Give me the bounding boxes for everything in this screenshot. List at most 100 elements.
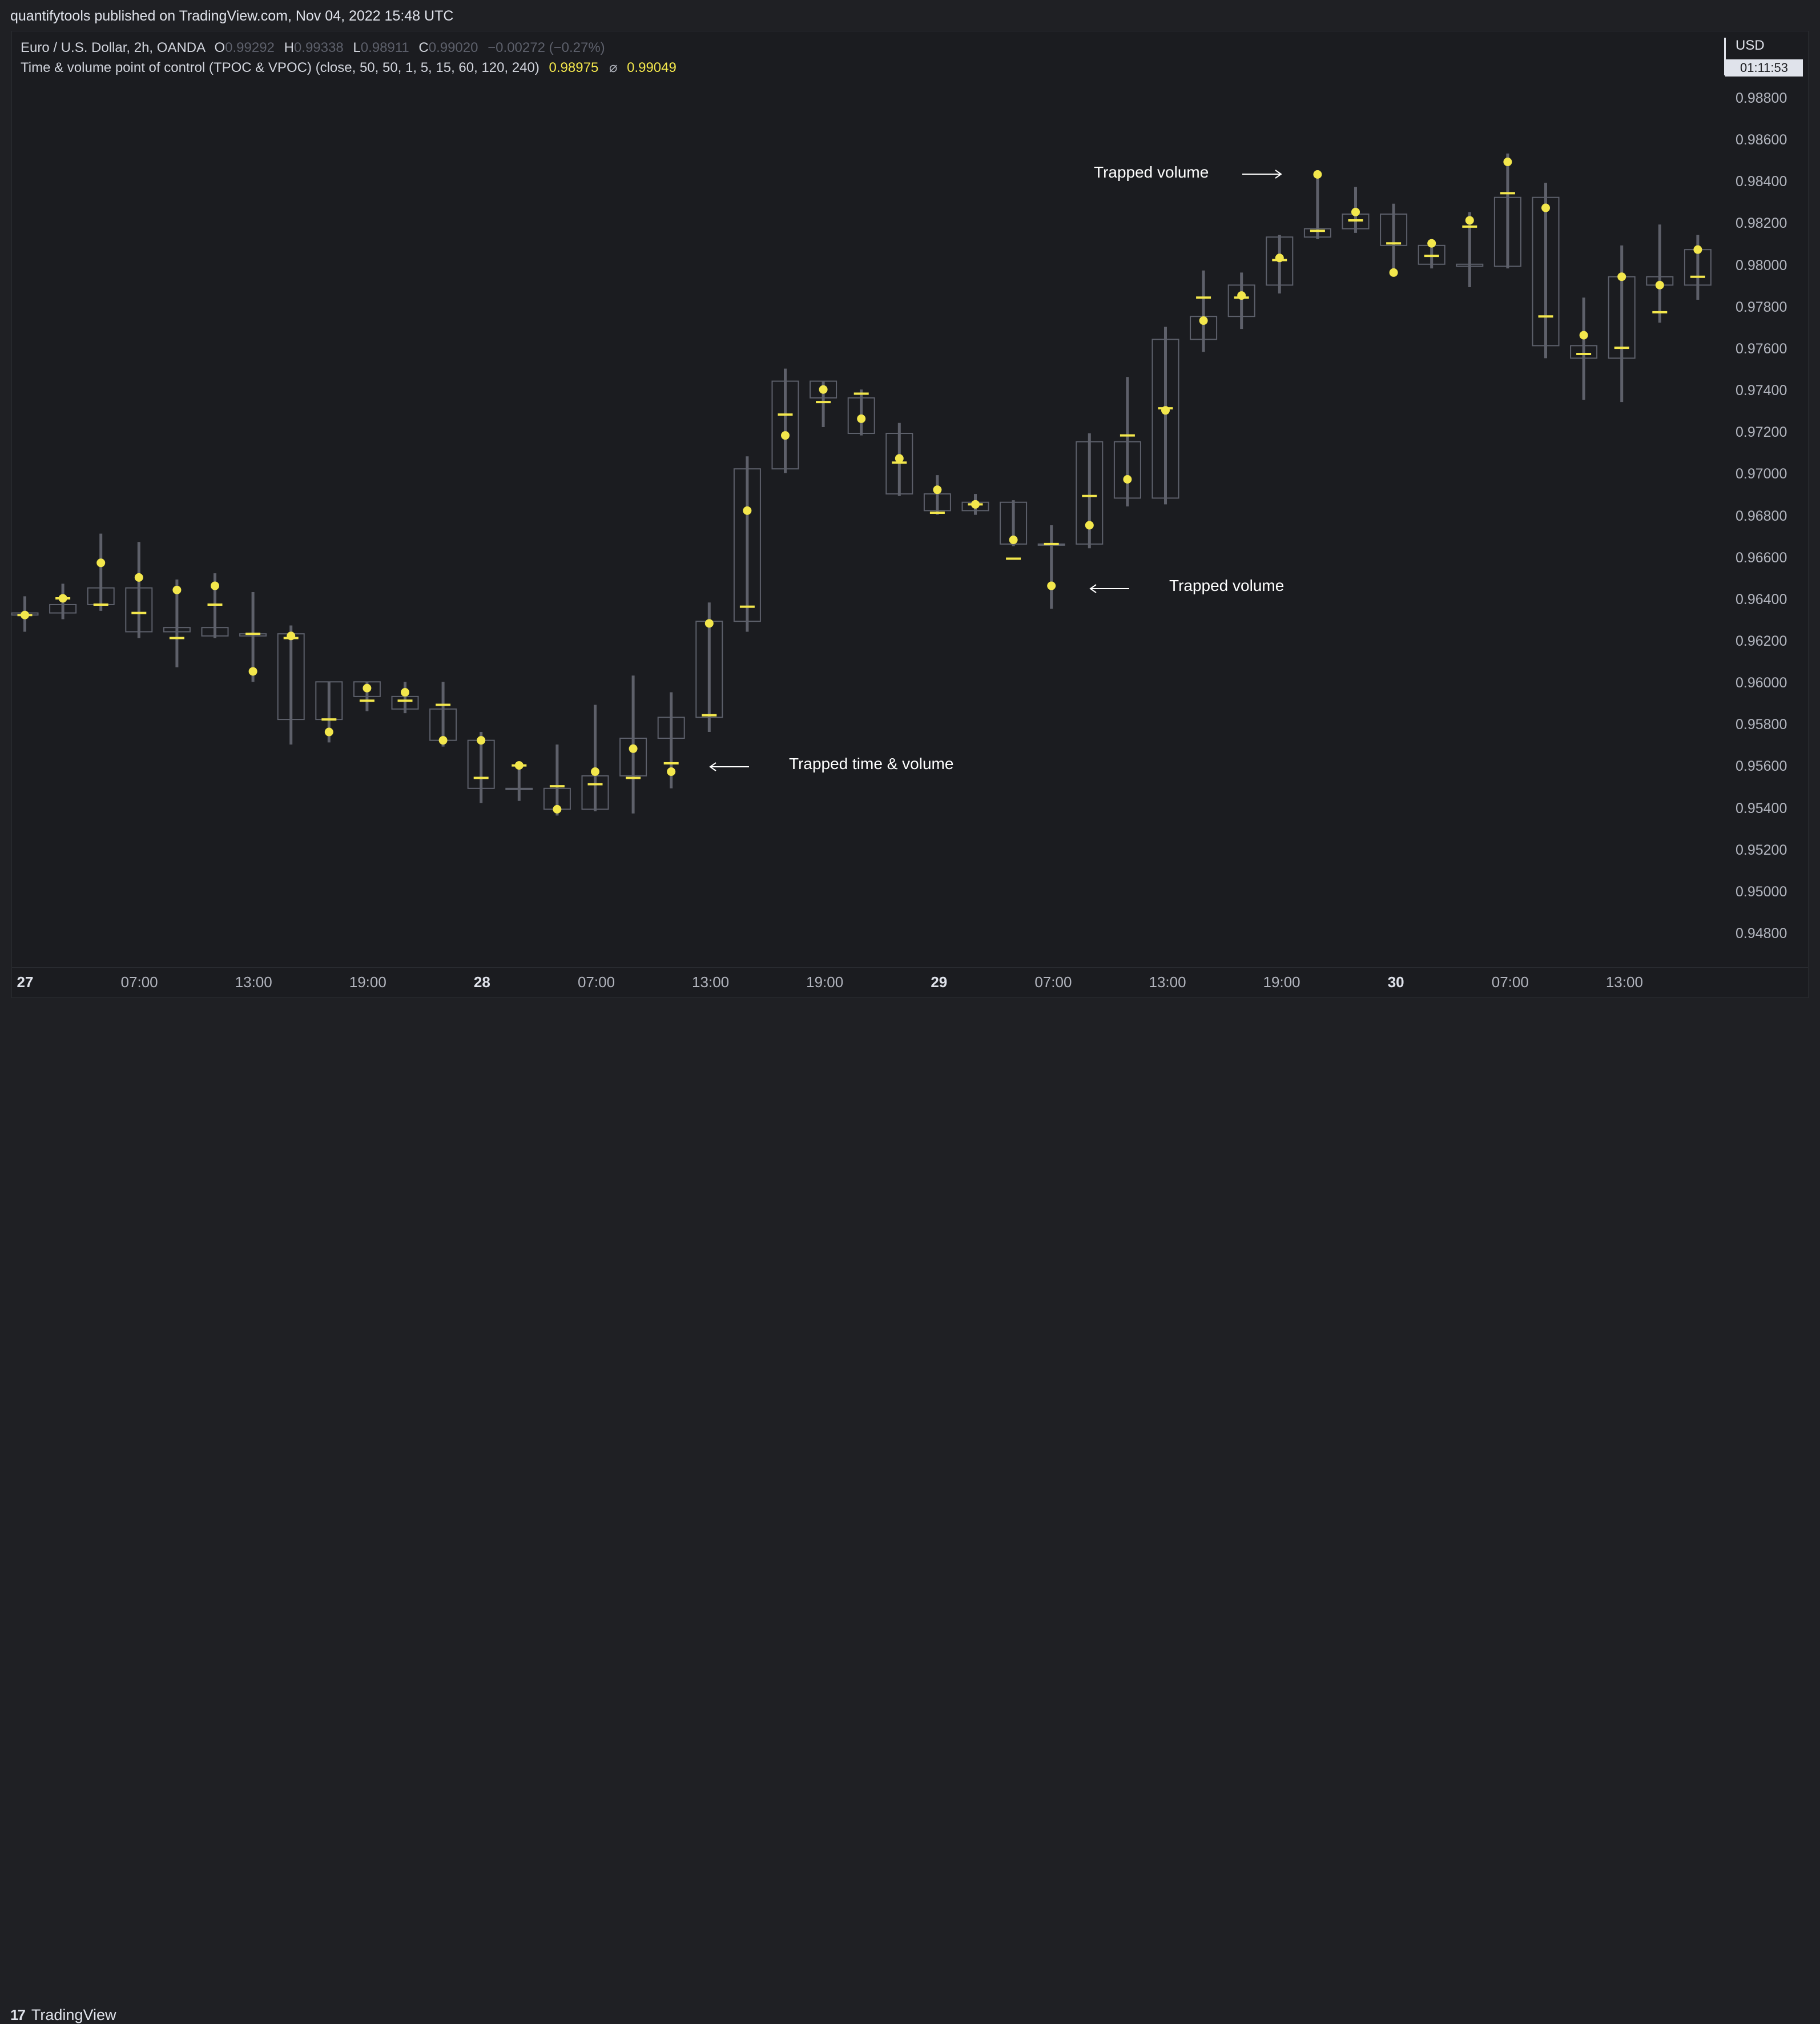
vpoc-marker [1047,581,1056,590]
tradingview-brand[interactable]: 17 TradingView [10,2006,116,2024]
close-value: 0.99020 [428,40,478,55]
price-tick-label: 0.97000 [1736,466,1787,482]
candle-body [505,787,533,790]
high-label: H [284,40,294,55]
candle-body [771,380,799,470]
price-tick-label: 0.95400 [1736,800,1787,816]
tradingview-logo-icon: 17 [10,2006,26,2023]
change-value: −0.00272 (−0.27%) [488,40,605,55]
time-tick-label: 19:00 [1263,973,1300,991]
candle-body [1493,196,1521,267]
price-tick-label: 0.98400 [1736,174,1787,190]
candlestick-chart [11,153,1712,816]
price-tick-label: 0.96600 [1736,549,1787,566]
candle-body [1113,441,1141,499]
diameter-icon: ⌀ [609,60,618,75]
price-tick-label: 0.95000 [1736,883,1787,900]
vpoc-marker [1541,203,1550,212]
vpoc-marker [1237,291,1246,300]
vpoc-marker [514,761,524,770]
open-value: 0.99292 [225,40,275,55]
time-axis[interactable] [11,967,1809,999]
price-tick-label: 0.95600 [1736,758,1787,775]
candle-body [1076,441,1104,545]
vpoc-marker [287,631,296,641]
arrow-right-icon [1242,170,1282,179]
high-value: 0.99338 [293,40,344,55]
candle-body [657,717,685,739]
time-tick-label: 13:00 [692,973,730,991]
price-tick-label: 0.96400 [1736,591,1787,607]
footer-bar: 17 TradingView [0,998,1820,2023]
candle-body [619,738,647,776]
candle-body [1456,263,1484,267]
time-tick-label: 28 [473,973,490,991]
candle-body [847,397,875,434]
price-scale-marker [1724,38,1726,75]
candle-body [1151,339,1179,499]
vpoc-marker [1389,268,1398,277]
vpoc-marker [971,500,980,509]
vpoc-marker [401,688,409,697]
candle-body [1570,345,1598,359]
candle-body [353,681,381,697]
time-tick-label: 13:00 [1605,973,1643,991]
time-tick-label: 13:00 [1149,973,1186,991]
annotation-trapped-time-volume: Trapped time & volume [789,755,954,772]
candle-body [810,380,837,399]
price-tick-label: 0.95200 [1736,842,1787,858]
price-tick-label: 0.96800 [1736,508,1787,524]
price-tick-label: 0.96200 [1736,633,1787,649]
arrow-left-icon [1089,584,1129,593]
vpoc-marker [933,485,942,494]
time-tick-label: 19:00 [349,973,386,991]
price-tick-label: 0.98000 [1736,257,1787,273]
vpoc-marker [895,454,904,463]
price-tick-label: 0.98200 [1736,215,1787,232]
time-tick-label: 07:00 [1491,973,1529,991]
time-tick-label: 29 [931,973,948,991]
time-tick-label: 27 [17,973,34,991]
candle-body [201,627,229,637]
vpoc-marker [1313,170,1322,179]
publisher-bar: quantifytools published on TradingView.c… [0,0,1820,31]
vpoc-marker [324,727,333,737]
candle-body [1303,228,1331,238]
vpoc-marker [781,431,790,440]
vpoc-marker [1655,280,1664,289]
vpoc-marker [438,736,448,745]
time-tick-label: 30 [1387,973,1404,991]
vpoc-marker [667,767,676,776]
price-tick-label: 0.95800 [1736,717,1787,733]
vpoc-marker [58,594,67,603]
price-tick-label: 0.97800 [1736,299,1787,315]
time-tick-label: 13:00 [235,973,272,991]
price-tick-label: 0.94800 [1736,926,1787,941]
symbol-legend[interactable]: Euro / U.S. Dollar, 2h, OANDA O0.99292 H… [21,40,605,56]
vpoc-marker [591,767,599,776]
indicator-value-2: 0.99049 [627,60,677,75]
vpoc-marker [1693,245,1702,254]
candle-body [1532,196,1560,347]
vpoc-marker [1579,331,1588,340]
candle-body [885,433,913,495]
vpoc-marker [21,610,29,619]
currency-label[interactable]: USD [1736,38,1765,53]
candle-body [163,627,191,633]
vpoc-marker [1351,207,1360,216]
vpoc-marker [1275,253,1284,263]
candle-body [1380,213,1408,246]
vpoc-marker [96,558,106,568]
vpoc-marker [1123,474,1132,484]
brand-name: TradingView [31,2006,116,2023]
time-tick-label: 07:00 [1034,973,1072,991]
bar-countdown: 01:11:53 [1725,59,1803,77]
indicator-legend[interactable]: Time & volume point of control (TPOC & V… [21,59,677,76]
indicator-value-1: 0.98975 [549,60,599,75]
vpoc-marker [1009,536,1018,545]
annotation-trapped-volume-mid: Trapped volume [1169,577,1285,594]
time-tick-label: 19:00 [806,973,844,991]
annotation-trapped-volume-top: Trapped volume [1094,163,1209,181]
vpoc-marker [553,804,562,814]
vpoc-marker [743,506,752,515]
